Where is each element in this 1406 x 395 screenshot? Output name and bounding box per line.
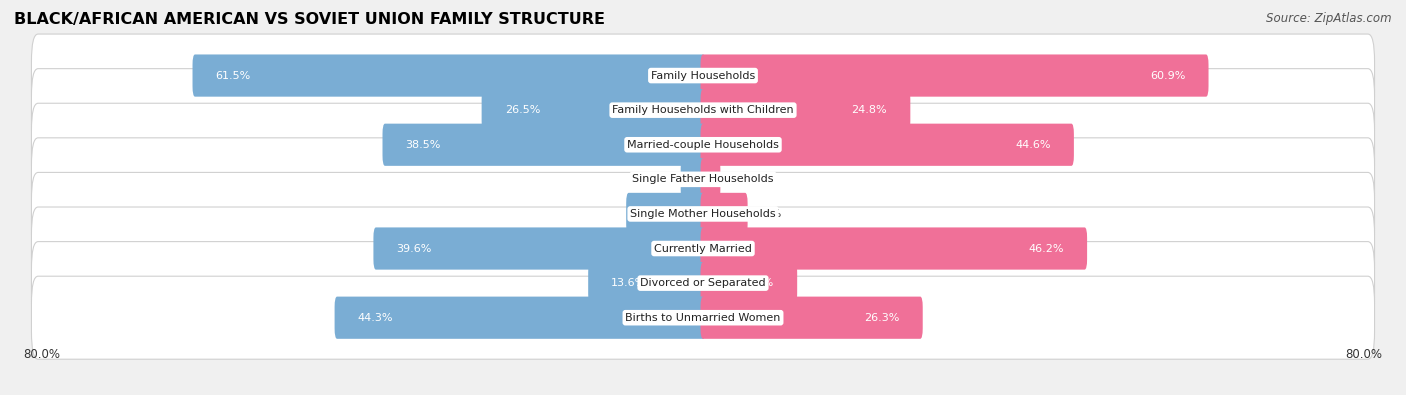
Text: Source: ZipAtlas.com: Source: ZipAtlas.com	[1267, 12, 1392, 25]
Text: 38.5%: 38.5%	[405, 140, 441, 150]
Text: 11.1%: 11.1%	[738, 278, 775, 288]
Text: 1.8%: 1.8%	[725, 174, 755, 184]
FancyBboxPatch shape	[700, 124, 1074, 166]
Text: 2.4%: 2.4%	[647, 174, 675, 184]
FancyBboxPatch shape	[193, 55, 706, 97]
FancyBboxPatch shape	[700, 297, 922, 339]
FancyBboxPatch shape	[31, 138, 1375, 221]
Text: 61.5%: 61.5%	[215, 71, 250, 81]
Text: Single Father Households: Single Father Households	[633, 174, 773, 184]
FancyBboxPatch shape	[700, 158, 720, 200]
FancyBboxPatch shape	[700, 55, 1209, 97]
FancyBboxPatch shape	[374, 228, 706, 270]
Text: Family Households with Children: Family Households with Children	[612, 105, 794, 115]
FancyBboxPatch shape	[31, 207, 1375, 290]
Text: 39.6%: 39.6%	[396, 244, 432, 254]
FancyBboxPatch shape	[382, 124, 706, 166]
Text: 24.8%: 24.8%	[852, 105, 887, 115]
FancyBboxPatch shape	[700, 193, 748, 235]
FancyBboxPatch shape	[700, 228, 1087, 270]
Text: BLACK/AFRICAN AMERICAN VS SOVIET UNION FAMILY STRUCTURE: BLACK/AFRICAN AMERICAN VS SOVIET UNION F…	[14, 12, 605, 27]
Text: Married-couple Households: Married-couple Households	[627, 140, 779, 150]
Text: 44.6%: 44.6%	[1015, 140, 1050, 150]
Text: 60.9%: 60.9%	[1150, 71, 1185, 81]
Text: 9.0%: 9.0%	[650, 209, 678, 219]
FancyBboxPatch shape	[681, 158, 706, 200]
Text: Family Households: Family Households	[651, 71, 755, 81]
FancyBboxPatch shape	[482, 89, 706, 131]
Text: 13.6%: 13.6%	[612, 278, 647, 288]
Text: Divorced or Separated: Divorced or Separated	[640, 278, 766, 288]
Text: 46.2%: 46.2%	[1028, 244, 1064, 254]
FancyBboxPatch shape	[31, 103, 1375, 186]
Text: 5.1%: 5.1%	[754, 209, 782, 219]
FancyBboxPatch shape	[335, 297, 706, 339]
FancyBboxPatch shape	[626, 193, 706, 235]
FancyBboxPatch shape	[31, 173, 1375, 256]
FancyBboxPatch shape	[588, 262, 706, 304]
FancyBboxPatch shape	[31, 34, 1375, 117]
Text: Births to Unmarried Women: Births to Unmarried Women	[626, 313, 780, 323]
FancyBboxPatch shape	[700, 89, 910, 131]
FancyBboxPatch shape	[700, 262, 797, 304]
Text: Currently Married: Currently Married	[654, 244, 752, 254]
FancyBboxPatch shape	[31, 276, 1375, 359]
FancyBboxPatch shape	[31, 242, 1375, 325]
Text: 26.3%: 26.3%	[865, 313, 900, 323]
Text: 26.5%: 26.5%	[505, 105, 540, 115]
Text: 44.3%: 44.3%	[357, 313, 394, 323]
FancyBboxPatch shape	[31, 69, 1375, 152]
Text: Single Mother Households: Single Mother Households	[630, 209, 776, 219]
